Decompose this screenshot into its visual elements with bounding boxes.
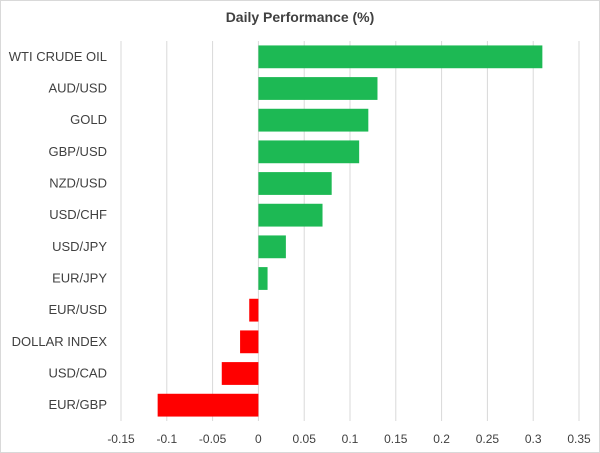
- category-label: NZD/USD: [49, 176, 107, 191]
- x-tick-label: 0.35: [567, 432, 591, 446]
- category-label: DOLLAR INDEX: [12, 334, 108, 349]
- bar: [258, 140, 360, 164]
- category-label: EUR/USD: [48, 302, 107, 317]
- bar: [258, 172, 332, 195]
- bars: [157, 45, 543, 417]
- category-label: GBP/USD: [48, 144, 107, 159]
- bar: [258, 267, 268, 290]
- x-tick-label: 0.3: [525, 432, 542, 446]
- bar: [240, 330, 259, 354]
- category-label: EUR/GBP: [48, 397, 107, 412]
- bar: [258, 45, 543, 69]
- x-tick-label: -0.1: [156, 432, 177, 446]
- bar: [157, 393, 259, 417]
- x-tick-label: -0.05: [199, 432, 227, 446]
- bar: [258, 108, 369, 132]
- bar: [258, 203, 323, 227]
- x-tick-label: 0.25: [476, 432, 500, 446]
- bar: [221, 362, 259, 385]
- category-label: WTI CRUDE OIL: [9, 49, 107, 64]
- category-label: EUR/JPY: [52, 271, 107, 286]
- x-tick-label: 0.2: [433, 432, 450, 446]
- bar: [258, 235, 286, 259]
- category-label: USD/CAD: [48, 366, 107, 381]
- x-tick-label: 0.1: [342, 432, 359, 446]
- bar: [249, 298, 259, 322]
- category-label: GOLD: [70, 112, 107, 127]
- category-label: USD/CHF: [49, 207, 107, 222]
- category-labels: WTI CRUDE OIL AUD/USD GOLD GBP/USD NZD/USD US…: [9, 49, 108, 412]
- x-tick-label: 0.05: [293, 432, 317, 446]
- category-label: AUD/USD: [48, 81, 107, 96]
- x-tick-label: -0.15: [107, 432, 135, 446]
- x-tick-label: 0.15: [384, 432, 408, 446]
- x-tick-label: 0: [255, 432, 262, 446]
- category-label: USD/JPY: [52, 239, 107, 254]
- chart-title: Daily Performance (%): [225, 9, 375, 25]
- x-tick-labels: -0.15 -0.1 -0.05 0 0.05 0.1 0.15 0.2 0.25 0.3 0.35: [107, 432, 591, 446]
- gridlines: [120, 41, 580, 421]
- bar: [258, 77, 378, 100]
